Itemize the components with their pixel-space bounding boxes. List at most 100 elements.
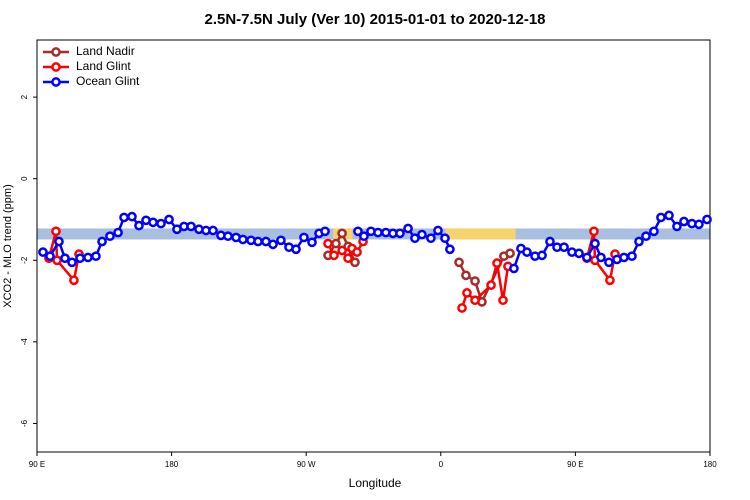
data-point xyxy=(238,234,248,245)
data-point xyxy=(522,247,532,257)
data-point xyxy=(331,238,341,249)
data-point xyxy=(67,257,77,268)
data-point xyxy=(105,231,115,242)
data-point xyxy=(276,235,286,246)
data-point xyxy=(38,247,48,257)
band-highlight xyxy=(445,228,516,240)
data-point xyxy=(69,275,79,286)
data-point xyxy=(337,245,347,256)
data-point xyxy=(604,257,614,268)
data-point xyxy=(353,226,363,237)
data-point xyxy=(679,216,689,227)
data-point xyxy=(253,236,263,247)
data-point xyxy=(299,232,309,243)
data-point xyxy=(537,250,547,261)
data-point xyxy=(337,228,347,239)
data-point xyxy=(208,225,218,236)
data-point xyxy=(589,226,599,237)
data-point xyxy=(649,226,659,237)
legend-marker xyxy=(51,77,61,87)
data-point xyxy=(148,217,158,228)
data-point xyxy=(83,252,93,263)
data-point xyxy=(509,263,519,274)
data-point xyxy=(440,233,450,244)
legend-marker xyxy=(51,62,61,72)
data-point xyxy=(320,226,330,237)
chart-title: 2.5N-7.5N July (Ver 10) 2015-01-01 to 20… xyxy=(204,11,545,28)
data-point xyxy=(470,295,480,306)
data-point xyxy=(323,238,333,249)
data-point xyxy=(134,220,144,231)
legend-marker xyxy=(51,47,61,57)
data-point xyxy=(559,242,569,253)
data-point xyxy=(97,236,107,247)
data-point xyxy=(470,276,480,286)
x-tick-label: 0 xyxy=(439,460,444,469)
data-point xyxy=(127,211,137,222)
legend-label: Land Glint xyxy=(76,59,131,73)
x-tick-label: 180 xyxy=(703,460,717,469)
y-tick-label: 0 xyxy=(20,176,29,181)
x-tick-label: 90 E xyxy=(29,460,45,469)
data-point xyxy=(75,253,85,264)
data-point xyxy=(433,225,443,236)
data-point xyxy=(694,219,704,230)
data-point xyxy=(656,212,666,223)
data-point xyxy=(498,295,508,306)
data-point xyxy=(627,251,637,262)
data-point xyxy=(590,238,600,249)
data-point xyxy=(641,231,651,242)
data-point xyxy=(186,221,196,232)
data-point xyxy=(596,252,606,263)
x-tick-label: 180 xyxy=(165,460,179,469)
data-point xyxy=(329,250,339,261)
data-point xyxy=(486,280,496,291)
data-point xyxy=(307,237,317,248)
plot-frame xyxy=(36,39,711,453)
y-tick-label: -6 xyxy=(20,419,29,427)
data-point xyxy=(582,252,592,263)
data-point xyxy=(492,258,502,268)
x-tick-label: 90 E xyxy=(567,460,583,469)
data-point xyxy=(664,210,674,221)
data-point xyxy=(113,227,123,238)
data-point xyxy=(359,231,369,242)
data-point xyxy=(350,257,360,268)
data-point xyxy=(410,233,420,244)
legend-label: Land Nadir xyxy=(76,44,135,58)
data-point xyxy=(164,214,174,225)
data-point xyxy=(445,244,455,255)
data-point xyxy=(702,214,712,225)
data-point xyxy=(634,236,644,247)
data-point xyxy=(505,248,515,259)
data-point xyxy=(417,229,427,240)
data-point xyxy=(545,236,555,247)
data-point xyxy=(426,233,436,244)
data-point xyxy=(45,251,55,262)
y-tick-label: -2 xyxy=(20,256,29,264)
data-point xyxy=(457,303,467,313)
data-point xyxy=(619,252,629,263)
y-tick-label: -4 xyxy=(20,338,29,346)
data-point xyxy=(119,212,129,223)
y-tick-label: 2 xyxy=(20,94,29,99)
data-point xyxy=(461,270,471,281)
x-tick-label: 90 W xyxy=(297,460,316,469)
data-point xyxy=(268,239,278,250)
x-axis-label: Longitude xyxy=(349,476,402,490)
legend-label: Ocean Glint xyxy=(76,74,140,88)
data-point xyxy=(60,253,70,264)
data-point xyxy=(462,288,472,298)
data-point xyxy=(373,227,383,238)
data-point xyxy=(343,253,353,264)
data-point xyxy=(574,248,584,259)
data-point xyxy=(395,228,405,239)
y-axis-label: XCO2 - MLO trend (ppm) xyxy=(2,184,14,307)
data-point xyxy=(51,226,61,237)
data-point xyxy=(156,218,166,229)
data-point xyxy=(672,221,682,232)
data-point xyxy=(454,257,464,268)
data-point xyxy=(91,251,101,262)
data-point xyxy=(54,236,64,247)
